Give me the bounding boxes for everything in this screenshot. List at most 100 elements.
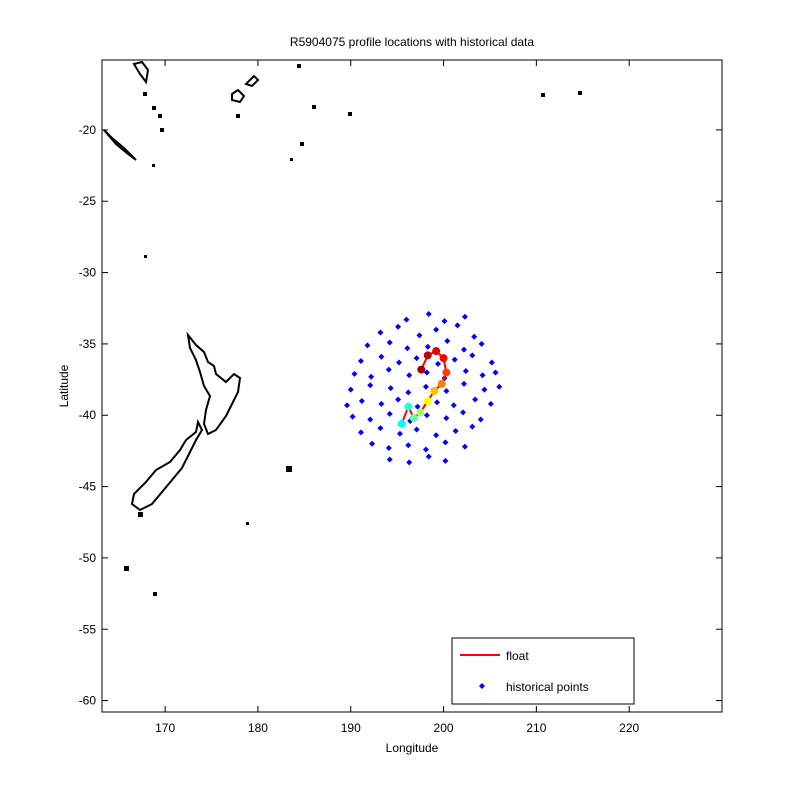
historical-point <box>425 310 432 317</box>
historical-point <box>469 352 476 359</box>
axes-box <box>101 59 723 713</box>
historical-point <box>377 425 384 432</box>
legend-swatch <box>479 683 485 689</box>
x-tick-label: 180 <box>248 721 268 735</box>
historical-point <box>386 339 393 346</box>
x-tick-label: 220 <box>619 721 639 735</box>
historical-point <box>443 415 450 422</box>
historical-point <box>496 383 503 390</box>
historical-point <box>460 380 467 387</box>
historical-point <box>367 382 374 389</box>
historical-point <box>454 322 461 329</box>
historical-point <box>405 442 412 449</box>
y-tick-label: -35 <box>79 337 97 351</box>
legend-box <box>451 637 635 705</box>
historical-point <box>443 387 450 394</box>
historical-point <box>413 426 420 433</box>
legend-label: float <box>506 649 529 663</box>
historical-point <box>367 416 374 423</box>
historical-point <box>452 427 459 434</box>
historical-point <box>378 400 385 407</box>
historical-point <box>441 318 448 325</box>
historical-point <box>423 412 430 419</box>
x-tick-label: 170 <box>155 721 175 735</box>
legend-label: historical points <box>506 680 589 694</box>
historical-point <box>405 389 412 396</box>
historical-point <box>396 430 403 437</box>
plot-area <box>102 60 722 712</box>
historical-point <box>413 355 420 362</box>
legend: float historical points <box>451 637 635 705</box>
float-point <box>432 347 441 356</box>
historical-point <box>434 399 441 406</box>
y-axis-label: Latitude <box>57 364 71 407</box>
historical-point <box>347 386 354 393</box>
historical-point <box>434 360 441 367</box>
float-point <box>409 414 418 423</box>
historical-point <box>422 446 429 453</box>
x-tick-label: 200 <box>434 721 454 735</box>
historical-point <box>444 338 451 345</box>
historical-point <box>450 402 457 409</box>
x-tick-label: 210 <box>526 721 546 735</box>
y-tick-label: -25 <box>79 194 97 208</box>
x-axis-label: Longitude <box>386 741 439 755</box>
historical-point <box>479 372 486 379</box>
historical-point <box>406 459 413 466</box>
historical-point <box>378 353 385 360</box>
x-tick-label: 190 <box>341 721 361 735</box>
historical-point <box>442 439 449 446</box>
historical-point <box>451 356 458 363</box>
float-point <box>439 354 448 363</box>
historical-point <box>385 445 392 452</box>
historical-point <box>395 396 402 403</box>
float-point <box>397 419 406 428</box>
historical-point <box>386 410 393 417</box>
y-tick-label: -50 <box>79 551 97 565</box>
historical-point <box>433 326 440 333</box>
historical-point <box>461 443 468 450</box>
historical-point <box>386 456 393 463</box>
historical-point <box>424 343 431 350</box>
y-tick-label: -30 <box>79 266 97 280</box>
historical-point <box>395 323 402 330</box>
historical-point <box>461 313 468 320</box>
float-point <box>442 368 451 377</box>
float-point <box>423 396 432 405</box>
historical-point <box>351 370 358 377</box>
historical-point <box>414 403 421 410</box>
historical-point <box>477 416 484 423</box>
historical-point <box>385 366 392 373</box>
historical-point <box>425 453 432 460</box>
historical-point <box>403 316 410 323</box>
historical-point <box>349 413 356 420</box>
historical-point <box>423 369 430 376</box>
y-tick-label: -40 <box>79 408 97 422</box>
chart-title: R5904075 profile locations with historic… <box>290 35 534 49</box>
historical-point <box>358 397 365 404</box>
float-point <box>417 365 426 374</box>
historical-point <box>460 409 467 416</box>
float-point <box>423 351 432 360</box>
historical-point <box>357 429 364 436</box>
historical-point <box>387 385 394 392</box>
historical-point <box>472 396 479 403</box>
historical-point <box>357 358 364 365</box>
coastline <box>103 60 260 512</box>
float-point <box>416 408 425 417</box>
historical-point <box>487 400 494 407</box>
historical-point <box>406 372 413 379</box>
historical-point <box>344 402 351 409</box>
historical-point <box>481 386 488 393</box>
y-tick-label: -45 <box>79 480 97 494</box>
historical-point <box>469 423 476 430</box>
historical-point <box>377 329 384 336</box>
historical-point <box>396 359 403 366</box>
historical-point <box>433 432 440 439</box>
historical-point <box>492 369 499 376</box>
historical-point <box>471 333 478 340</box>
y-tick-label: -20 <box>79 123 97 137</box>
islands <box>124 64 582 596</box>
historical-point <box>422 383 429 390</box>
float-point <box>437 379 446 388</box>
